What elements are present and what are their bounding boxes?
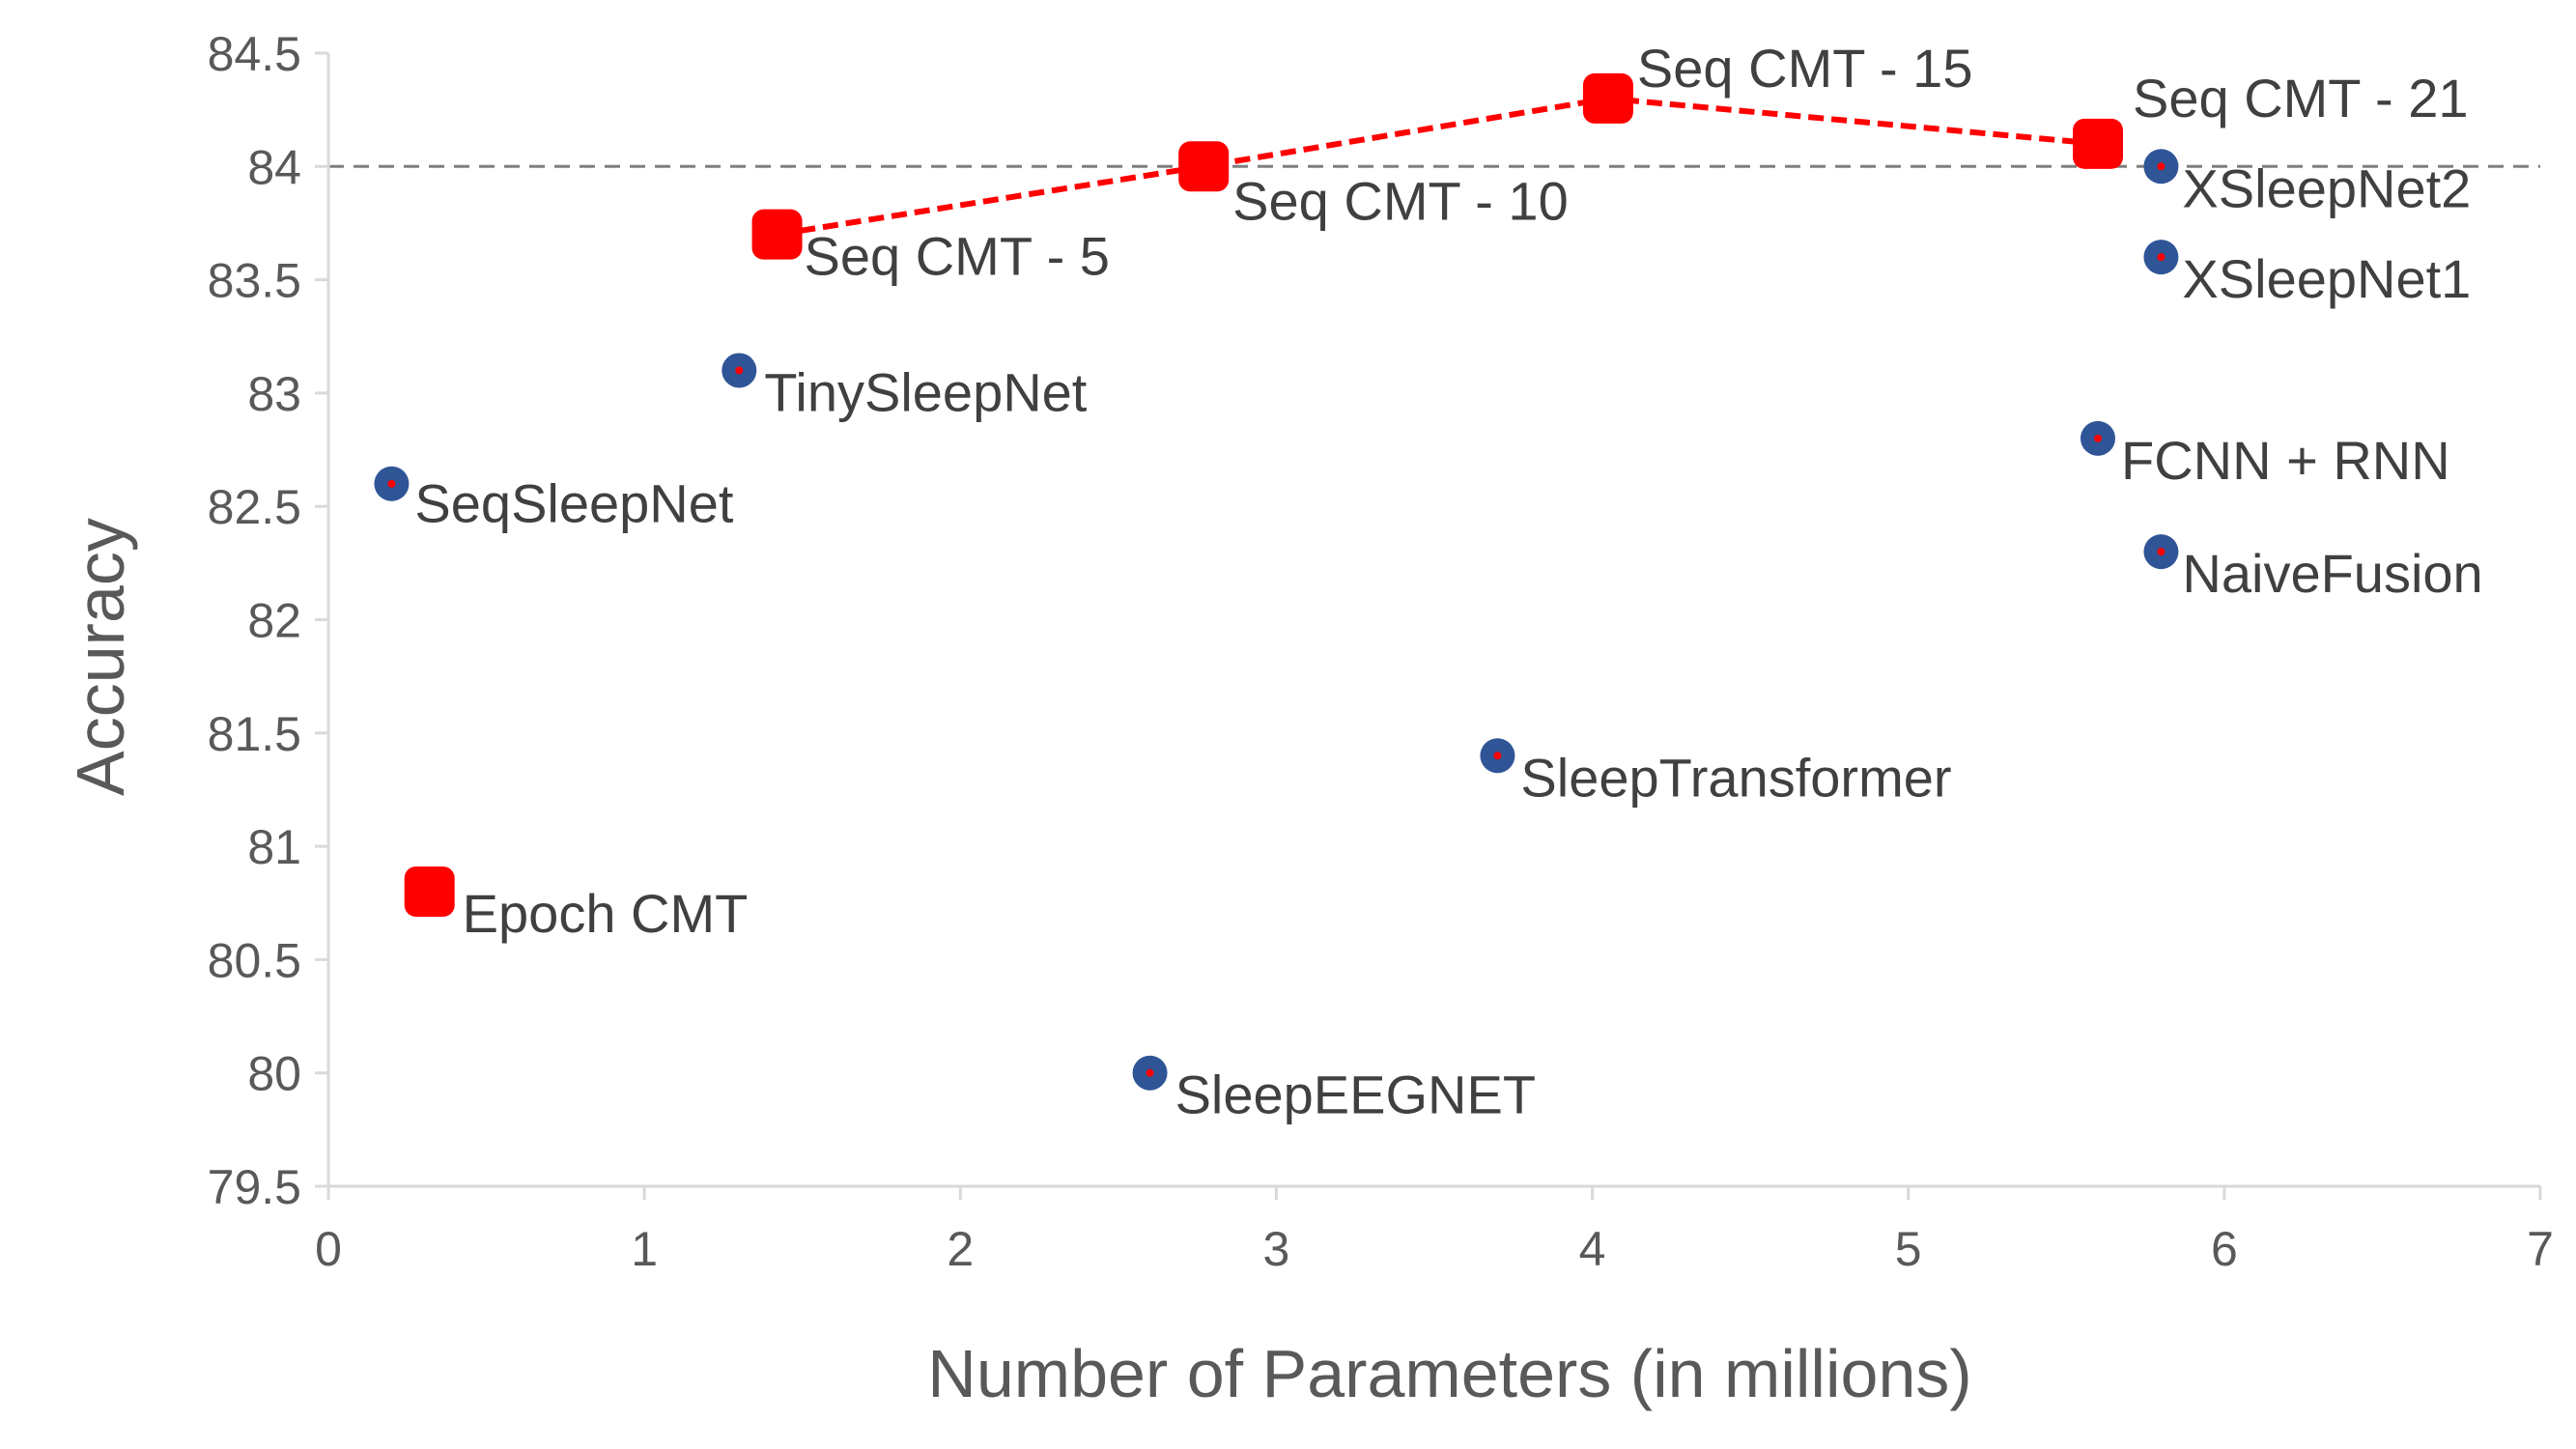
x-tick-label: 0 xyxy=(315,1222,342,1276)
y-tick-label: 81 xyxy=(247,820,301,874)
square-marker xyxy=(1582,72,1633,124)
markers xyxy=(374,72,2179,1091)
circle-marker-center xyxy=(735,366,744,375)
point-label: NaiveFusion xyxy=(2182,543,2482,604)
y-axis-title: Accuracy xyxy=(63,518,138,796)
y-tick-label: 84.5 xyxy=(208,27,301,81)
x-tick-label: 3 xyxy=(1263,1222,1290,1276)
point-label: XSleepNet1 xyxy=(2182,248,2471,309)
y-tick-label: 80.5 xyxy=(208,933,301,987)
square-marker xyxy=(2073,118,2123,169)
square-marker xyxy=(404,867,455,918)
y-axis-ticks: 79.5 80 80.5 81 81.5 82 82.5 83 83.5 84 84.5 xyxy=(208,27,328,1214)
x-axis-title: Number of Parameters (in millions) xyxy=(927,1336,1971,1411)
point-label: SleepTransformer xyxy=(1520,747,1951,808)
x-tick-label: 5 xyxy=(1895,1222,1922,1276)
circle-marker-center xyxy=(387,479,396,488)
point-label: FCNN + RNN xyxy=(2121,430,2450,491)
circle-marker-center xyxy=(2157,253,2166,262)
circle-marker-center xyxy=(2094,434,2102,442)
circle-marker-center xyxy=(1146,1068,1154,1077)
y-tick-label: 81.5 xyxy=(208,707,301,761)
x-tick-label: 6 xyxy=(2211,1222,2238,1276)
y-tick-label: 82 xyxy=(247,594,301,648)
x-tick-label: 7 xyxy=(2527,1222,2554,1276)
series-line xyxy=(777,95,2099,238)
y-tick-label: 84 xyxy=(247,140,301,194)
point-label: Seq CMT - 21 xyxy=(2133,68,2469,128)
y-tick-label: 83 xyxy=(247,367,301,421)
point-label: SleepEEGNET xyxy=(1175,1065,1537,1125)
series-lines xyxy=(777,95,2099,238)
point-label: TinySleepNet xyxy=(764,361,1088,422)
x-tick-label: 1 xyxy=(631,1222,658,1276)
y-tick-label: 80 xyxy=(247,1047,301,1101)
x-tick-label: 4 xyxy=(1579,1222,1606,1276)
y-tick-label: 82.5 xyxy=(208,480,301,534)
point-label: Seq CMT - 5 xyxy=(805,226,1110,287)
square-marker xyxy=(751,209,803,260)
point-label: Epoch CMT xyxy=(463,883,749,944)
point-label: XSleepNet2 xyxy=(2182,157,2471,218)
circle-marker-center xyxy=(2157,162,2166,171)
x-axis-ticks: 0 1 2 3 4 5 6 7 xyxy=(315,1186,2554,1276)
point-label: Seq CMT - 10 xyxy=(1232,170,1569,231)
y-tick-label: 83.5 xyxy=(208,254,301,308)
x-tick-label: 2 xyxy=(947,1222,974,1276)
axes xyxy=(326,53,2540,1188)
circle-marker-center xyxy=(1493,752,1502,760)
square-marker xyxy=(1178,141,1230,192)
point-label: SeqSleepNet xyxy=(414,473,733,534)
point-labels: Seq CMT - 5 Seq CMT - 10 Seq CMT - 15 Seq C… xyxy=(414,38,2482,1125)
y-tick-label: 79.5 xyxy=(208,1160,301,1214)
point-label: Seq CMT - 15 xyxy=(1637,38,1973,99)
circle-marker-center xyxy=(2157,548,2166,556)
